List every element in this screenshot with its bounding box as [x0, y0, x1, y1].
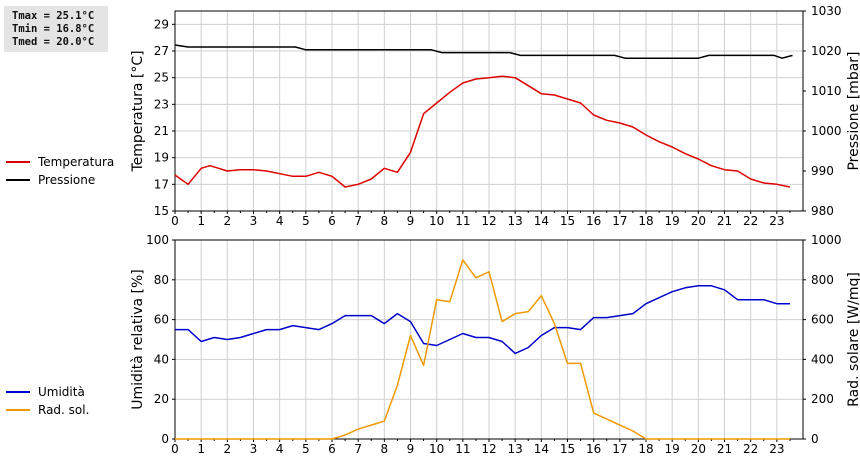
x-tick-label: 14 [534, 442, 549, 456]
left-tick-label: 60 [154, 313, 169, 327]
left-axis-title: Umidità relativa [%] [130, 269, 146, 410]
legend-label: Umidità [38, 385, 85, 399]
series-line-umidit- [175, 285, 790, 355]
x-tick-label: 14 [534, 214, 549, 228]
x-tick-label: 10 [429, 214, 444, 228]
left-tick-label: 100 [146, 233, 169, 247]
x-tick-label: 8 [381, 442, 389, 456]
plot-frame [174, 10, 804, 212]
x-tick-label: 20 [691, 442, 706, 456]
left-tick-label: 15 [154, 204, 169, 218]
right-tick-label: 1020 [811, 44, 842, 58]
right-tick-label: 1010 [811, 84, 842, 98]
left-tick-label: 23 [154, 97, 169, 111]
right-axis-title: Pressione [mbar] [846, 51, 860, 170]
right-tick-label: 600 [811, 313, 834, 327]
tmed-text: Tmed = 20.0°C [12, 36, 95, 48]
chart-1: 0 1 2 3 4 5 6 7 8 9 10 11 12 13 14 15 16 17 18 19 20 21 22 2315… [6, 4, 860, 228]
left-tick-label: 25 [154, 71, 169, 85]
x-tick-label: 12 [481, 442, 496, 456]
x-tick-label: 21 [717, 214, 732, 228]
x-tick-label: 3 [250, 214, 258, 228]
x-tick-label: 1 [197, 442, 205, 456]
x-tick-label: 16 [586, 214, 601, 228]
right-tick-label: 0 [811, 432, 819, 446]
x-tick-label: 8 [381, 214, 389, 228]
series-line-pressione [174, 44, 793, 59]
left-tick-label: 40 [154, 352, 169, 366]
stats-box: Tmax = 25.1°C Tmin = 16.8°C Tmed = 20.0°… [4, 6, 108, 52]
right-tick-label: 400 [811, 352, 834, 366]
left-tick-label: 80 [154, 273, 169, 287]
right-tick-label: 980 [811, 204, 834, 218]
right-tick-label: 1000 [811, 233, 842, 247]
x-tick-label: 6 [328, 214, 336, 228]
right-axis-title: Rad. solare [W/mq] [846, 272, 860, 407]
x-tick-label: 3 [250, 442, 258, 456]
x-tick-label: 5 [302, 442, 310, 456]
legend-label: Temperatura [37, 155, 114, 169]
left-tick-label: 21 [154, 124, 169, 138]
right-tick-label: 1030 [811, 4, 842, 18]
x-tick-label: 15 [560, 214, 575, 228]
x-tick-label: 7 [354, 442, 362, 456]
x-tick-label: 19 [665, 214, 680, 228]
right-tick-label: 200 [811, 392, 834, 406]
left-axis-title: Temperatura [°C] [130, 50, 146, 172]
legend-label: Pressione [38, 173, 95, 187]
x-tick-label: 4 [276, 214, 284, 228]
x-tick-label: 2 [224, 214, 232, 228]
x-tick-label: 17 [612, 442, 627, 456]
x-tick-label: 6 [328, 442, 336, 456]
x-tick-label: 13 [508, 214, 523, 228]
x-tick-label: 0 [171, 214, 179, 228]
x-tick-label: 13 [508, 442, 523, 456]
x-tick-label: 5 [302, 214, 310, 228]
x-tick-label: 19 [665, 442, 680, 456]
x-tick-label: 15 [560, 442, 575, 456]
x-tick-label: 11 [455, 214, 470, 228]
x-tick-label: 10 [429, 442, 444, 456]
x-tick-label: 17 [612, 214, 627, 228]
x-tick-label: 4 [276, 442, 284, 456]
right-tick-label: 800 [811, 273, 834, 287]
series-line-rad-sol- [175, 259, 790, 440]
right-tick-label: 990 [811, 164, 834, 178]
x-tick-label: 18 [638, 214, 653, 228]
tmax-text: Tmax = 25.1°C [12, 10, 95, 22]
x-tick-label: 23 [769, 214, 784, 228]
left-tick-label: 20 [154, 392, 169, 406]
x-tick-label: 12 [481, 214, 496, 228]
x-tick-label: 22 [743, 442, 758, 456]
x-tick-label: 18 [638, 442, 653, 456]
left-tick-label: 29 [154, 17, 169, 31]
series-line-temperatura [174, 75, 791, 188]
legend-label: Rad. sol. [38, 403, 89, 417]
plot-frame [174, 239, 804, 440]
x-tick-label: 2 [224, 442, 232, 456]
x-tick-label: 21 [717, 442, 732, 456]
x-tick-label: 0 [171, 442, 179, 456]
x-tick-label: 23 [769, 442, 784, 456]
x-tick-label: 22 [743, 214, 758, 228]
right-tick-label: 1000 [811, 124, 842, 138]
x-tick-label: 9 [407, 214, 415, 228]
x-tick-label: 7 [354, 214, 362, 228]
left-tick-label: 17 [154, 177, 169, 191]
chart-2: 0 1 2 3 4 5 6 7 8 9 10 11 12 13 14 15 16 17 18 19 20 21 22 2302… [6, 233, 860, 456]
left-tick-label: 19 [154, 151, 169, 165]
tmin-text: Tmin = 16.8°C [12, 23, 95, 35]
x-tick-label: 16 [586, 442, 601, 456]
x-tick-label: 9 [407, 442, 415, 456]
left-tick-label: 27 [154, 44, 169, 58]
x-tick-label: 1 [197, 214, 205, 228]
x-tick-label: 20 [691, 214, 706, 228]
left-tick-label: 0 [161, 432, 169, 446]
x-tick-label: 11 [455, 442, 470, 456]
